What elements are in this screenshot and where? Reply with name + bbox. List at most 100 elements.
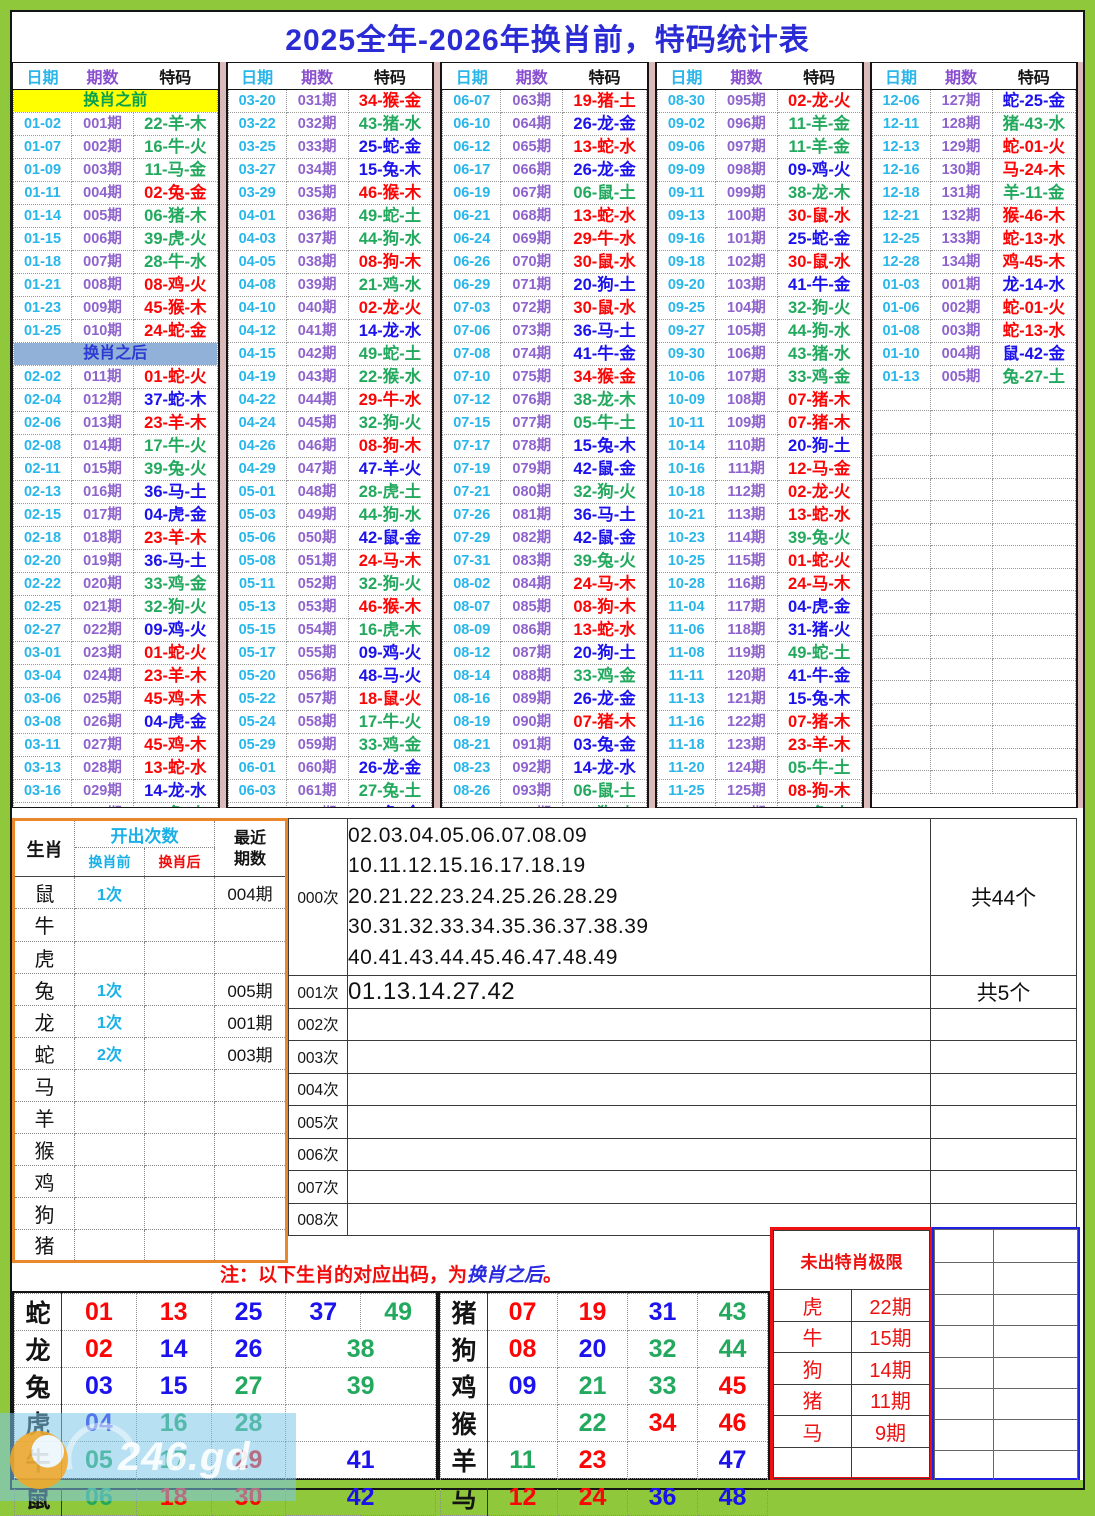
number-cell [487,1404,558,1442]
recent-period-cell [214,941,287,974]
period-cell: 059期 [285,732,349,757]
result-row: 12-28 134期 鸡-45-木 [871,249,1077,274]
date-cell: 10-18 [656,479,716,504]
date-cell [871,500,931,524]
date-cell: 06-17 [442,157,502,182]
special-code-cell: 16-虎-木 [347,617,433,642]
note-line: 注：以下生肖的对应出码，为换肖之后。 [12,1263,770,1291]
number-cell: 38 [285,1330,436,1368]
period-cell: 051期 [285,548,349,573]
result-row: 05-08 051期 24-马-木 [227,548,433,573]
date-cell: 03-04 [13,663,72,688]
date-cell: 07-08 [442,341,502,366]
number-cell: 49 [360,1293,436,1331]
stats-header-row-1: 生肖 开出次数 最近 期数 [13,819,287,878]
empty-grid-table [934,1229,1078,1483]
date-cell: 11-25 [656,778,716,803]
limit-zodiac-cell: 狗 [773,1352,852,1385]
numbers-cell [347,1105,931,1139]
number-cell: 32 [627,1330,698,1368]
date-cell: 11-18 [656,732,716,757]
result-row: 07-21 080期 32-狗-火 [442,479,647,504]
group-separator [1077,62,1084,808]
zodiac-cell: 龙 [13,1005,75,1038]
result-row: 02-02 011期 01-蛇-火 [13,364,218,389]
period-cell: 024期 [71,663,134,688]
period-cell: 096期 [714,111,778,136]
result-row: 03-16 029期 14-龙-水 [13,778,218,803]
date-cell: 04-12 [227,318,287,343]
date-cell [871,567,931,591]
date-cell: 07-26 [442,502,502,527]
date-cell: 11-06 [656,617,716,642]
period-cell: 125期 [714,778,778,803]
period-cell: 002期 [929,295,993,320]
special-code-cell: 06-鼠-土 [562,180,647,205]
special-code-cell [991,747,1077,771]
date-cell: 04-01 [227,203,287,228]
period-cell: 069期 [500,226,564,251]
count-before-cell [74,1069,145,1102]
zodiac-cell: 蛇 [13,1037,75,1070]
special-code-cell: 38-龙-木 [562,387,647,412]
stats-header-row-2: 换肖前 换肖后 [14,847,287,878]
number-cell: 01 [61,1293,137,1331]
count-after-cell [144,1197,215,1230]
result-row: 09-27 105期 44-狗-水 [656,318,862,343]
date-cell: 05-01 [227,479,287,504]
special-code-cell: 49-蛇-土 [347,203,433,228]
period-cell: 129期 [929,134,993,159]
period-cell: 075期 [500,364,564,389]
special-code-cell: 05-牛-土 [776,755,862,780]
date-header: 日期 [442,63,501,90]
frequency-row: 002次 [288,1007,1077,1041]
period-cell: 071期 [500,272,564,297]
period-cell: 039期 [285,272,349,297]
special-code-cell: 39-兔-火 [562,548,647,573]
result-row: 07-06 073期 36-马-土 [442,318,647,343]
result-row: 06-01 060期 26-龙-金 [227,755,433,780]
special-code-cell: 08-狗-木 [562,594,647,619]
period-cell: 049期 [285,502,349,527]
numbers-line: 02.03.04.05.06.07.08.09 [348,823,588,847]
date-cell: 03-22 [227,111,287,136]
result-row: 08-21 091期 03-兔-金 [442,732,647,757]
date-cell: 09-16 [656,226,716,251]
date-cell: 08-19 [442,709,502,734]
result-row: 06-10 064期 26-龙-金 [442,111,647,136]
empty-cell [993,1419,1078,1452]
period-cell: 108期 [714,387,778,412]
period-cell: 120期 [714,663,778,688]
result-row: 10-06 107期 33-鸡-金 [656,364,862,389]
empty-blue-box [932,1227,1080,1483]
date-cell: 06-19 [442,180,502,205]
period-cell: 095期 [714,88,778,113]
period-cell: 035期 [285,180,349,205]
date-cell: 10-16 [656,456,716,481]
result-row: 06-26 070期 30-鼠-水 [442,249,647,274]
header-row: 日期 期数 特码 [442,63,647,90]
period-cell [929,747,993,771]
date-cell [871,590,931,614]
empty-grid-row [934,1356,1078,1389]
result-row: 03-04 024期 23-羊-木 [13,663,218,688]
period-cell: 061期 [285,778,349,803]
result-row: 11-20 124期 05-牛-土 [656,755,862,780]
note-emphasis: 换肖之后 [466,1265,543,1286]
number-cell: 31 [627,1293,698,1331]
result-row [871,410,1077,434]
date-cell: 10-09 [656,387,716,412]
date-cell: 05-06 [227,525,287,550]
numbers-total-cell [930,1040,1077,1074]
special-code-cell [991,477,1077,501]
special-code-cell: 兔-27-土 [991,364,1077,389]
special-code-cell: 23-羊-木 [133,525,218,550]
number-cell: 39 [285,1367,436,1405]
date-cell: 07-12 [442,387,502,412]
number-cell: 23 [557,1441,628,1479]
empty-cell [993,1450,1078,1483]
result-row: 02-25 021期 32-狗-火 [13,594,218,619]
date-cell [871,410,931,434]
period-cell: 026期 [71,709,134,734]
date-cell [871,747,931,771]
